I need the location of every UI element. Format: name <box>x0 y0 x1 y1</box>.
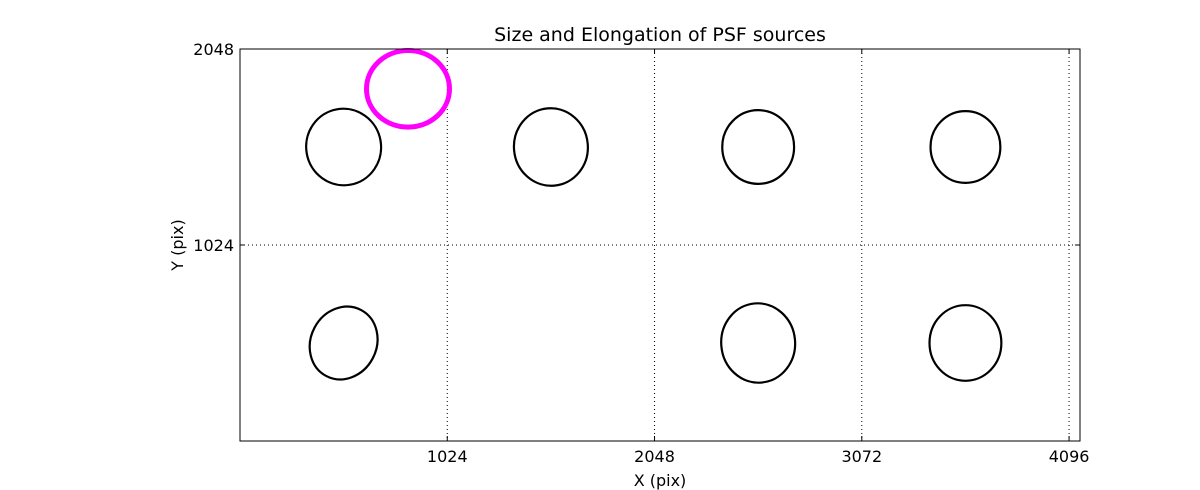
psf-ellipse <box>308 305 379 381</box>
x-axis-label: X (pix) <box>634 471 687 490</box>
psf-ellipses <box>305 48 1003 384</box>
grid-lines <box>240 49 1080 441</box>
psf-ellipse <box>305 107 383 187</box>
x-tick-label: 3072 <box>841 447 882 466</box>
axis-ticks: 1024 2048 3072 4096 1024 2048 <box>193 40 1089 466</box>
chart-title: Size and Elongation of PSF sources <box>494 24 826 46</box>
x-tick-label: 4096 <box>1049 447 1090 466</box>
psf-ellipse <box>721 109 796 185</box>
psf-ellipse <box>929 110 1002 184</box>
psf-ellipse <box>720 302 797 384</box>
y-axis-label: Y (pix) <box>168 219 187 271</box>
x-tick-label: 2048 <box>634 447 675 466</box>
psf-ellipse <box>512 107 589 187</box>
psf-ellipse <box>928 304 1003 382</box>
y-tick-label: 2048 <box>193 40 234 59</box>
x-tick-label: 1024 <box>427 447 468 466</box>
psf-ellipse-highlight <box>364 48 452 130</box>
y-tick-label: 1024 <box>193 236 234 255</box>
